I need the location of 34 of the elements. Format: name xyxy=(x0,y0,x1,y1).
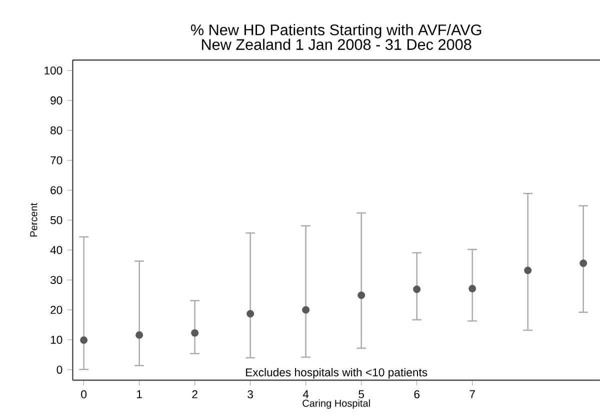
y-tick-label: 40 xyxy=(50,246,62,254)
y-tick-label: 20 xyxy=(50,306,62,314)
y-tick-label: 80 xyxy=(50,126,62,134)
point xyxy=(302,306,310,314)
x-tick-label: 7 xyxy=(470,390,475,398)
x-tick-label: 5 xyxy=(358,390,364,398)
x-tick-label: 2 xyxy=(192,390,198,398)
point xyxy=(413,285,421,293)
chart-subtitle: New Zealand 1 Jan 2008 - 31 Dec 2008 xyxy=(202,38,472,50)
point xyxy=(136,331,144,339)
y-tick-label: 60 xyxy=(50,186,62,194)
annotation: Excludes hospitals with <10 patients xyxy=(246,368,428,378)
y-tick-label: 90 xyxy=(50,96,62,104)
y-tick-label: 70 xyxy=(50,156,62,164)
y-tick-label: 100 xyxy=(44,66,62,74)
point xyxy=(468,284,476,292)
x-tick-label: 0 xyxy=(81,390,87,398)
point xyxy=(191,329,199,337)
x-tick-label: 6 xyxy=(414,390,420,398)
point xyxy=(580,259,588,267)
y-tick-label: 50 xyxy=(50,216,62,224)
y-tick-label: 0 xyxy=(56,366,62,374)
point xyxy=(358,291,366,299)
y-axis-title: Percent xyxy=(30,202,38,236)
point xyxy=(246,310,254,318)
point xyxy=(80,336,88,344)
y-tick-label: 10 xyxy=(50,336,62,344)
x-tick-label: 1 xyxy=(137,390,142,398)
y-tick-label: 30 xyxy=(50,276,62,284)
x-tick-label: 4 xyxy=(302,390,309,398)
x-axis-title: Caring Hospital xyxy=(302,399,370,409)
point xyxy=(524,266,532,274)
x-tick-label: 3 xyxy=(248,390,253,398)
chart-title: % New HD Patients Starting with AVF/AVG xyxy=(190,24,482,38)
